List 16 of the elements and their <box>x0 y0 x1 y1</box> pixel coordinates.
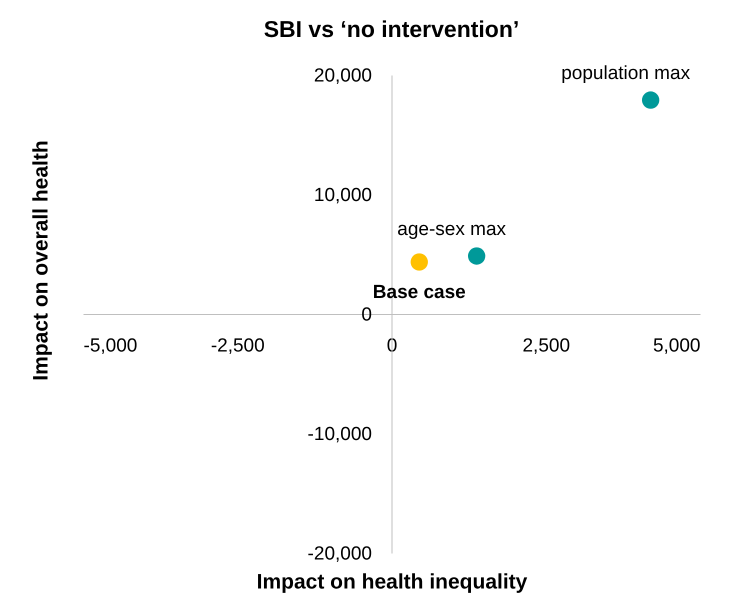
y-tick-label: 0 <box>361 304 372 326</box>
y-tick-label: -20,000 <box>308 544 372 564</box>
x-axis-title: Impact on health inequality <box>256 570 528 594</box>
x-tick-label: -2,500 <box>210 336 265 356</box>
x-tick-label: 2,500 <box>522 336 570 356</box>
y-tick-label: -10,000 <box>308 424 372 445</box>
x-tick-label: 5,000 <box>652 336 700 356</box>
y-tick-label: 20,000 <box>314 66 372 86</box>
y-axis-title: Impact on overall health <box>30 140 52 381</box>
annotation: age-sex max <box>397 219 507 240</box>
chart-title: SBI vs ‘no intervention’ <box>264 16 520 42</box>
series-label: Base case <box>372 282 466 304</box>
y-tick-label: 10,000 <box>314 185 372 206</box>
annotation: population max <box>561 63 691 84</box>
x-tick-label: -5,000 <box>84 336 138 356</box>
x-tick-label: 0 <box>386 336 398 356</box>
